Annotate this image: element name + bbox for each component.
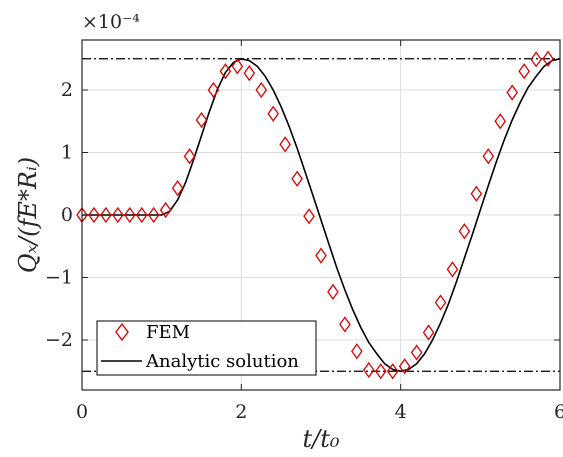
fem-point bbox=[339, 316, 351, 333]
fem-point bbox=[327, 283, 339, 300]
fem-point bbox=[255, 81, 268, 99]
fem-point bbox=[542, 50, 554, 67]
x-tick-label: 4 bbox=[395, 401, 407, 423]
fem-point bbox=[207, 81, 220, 99]
x-axis-label: t/t₀ bbox=[303, 425, 340, 453]
fem-point bbox=[470, 185, 483, 202]
axis-ticks bbox=[81, 40, 561, 390]
fem-point bbox=[482, 148, 495, 165]
fem-point bbox=[374, 363, 387, 380]
analytic-line bbox=[82, 57, 561, 373]
fem-point bbox=[171, 180, 184, 197]
fem-point bbox=[446, 261, 459, 278]
fem-point bbox=[124, 206, 136, 224]
reference-lines bbox=[82, 58, 560, 372]
fem-point bbox=[183, 148, 196, 165]
fem-point bbox=[422, 324, 435, 341]
fem-point bbox=[159, 201, 172, 219]
fem-point bbox=[315, 247, 327, 264]
legend-box bbox=[96, 320, 317, 376]
y-tick-label: −1 bbox=[45, 267, 73, 289]
y-tick-label: 0 bbox=[61, 204, 73, 226]
x-tick-label: 0 bbox=[76, 401, 88, 423]
x-tick-label: 6 bbox=[554, 401, 563, 423]
y-tick-label: 1 bbox=[61, 142, 73, 164]
fem-point bbox=[506, 84, 518, 101]
fem-point bbox=[219, 63, 232, 80]
y-axis-label: Qₓ/(fE*Rᵢ) bbox=[14, 157, 42, 273]
fem-point bbox=[112, 206, 124, 224]
fem-point bbox=[147, 206, 160, 224]
fem-point bbox=[279, 136, 291, 153]
fem-point bbox=[363, 361, 375, 379]
fem-point bbox=[88, 206, 100, 224]
fem-series bbox=[76, 50, 554, 380]
fem-point bbox=[494, 113, 507, 130]
fem-point bbox=[100, 206, 112, 224]
legend-label-fem: FEM bbox=[146, 322, 190, 343]
fem-point bbox=[303, 208, 315, 225]
fem-point bbox=[291, 170, 303, 187]
y-tick-label: −2 bbox=[45, 329, 73, 351]
fem-point bbox=[135, 206, 148, 224]
fem-point bbox=[231, 58, 244, 75]
y-tick-label: 2 bbox=[61, 79, 73, 101]
fem-point bbox=[518, 63, 530, 80]
fem-point bbox=[195, 111, 208, 129]
legend-diamond-icon bbox=[115, 322, 129, 342]
x-tick-label: 2 bbox=[235, 401, 247, 423]
fem-point bbox=[267, 105, 279, 122]
fem-point bbox=[458, 223, 471, 240]
fem-point bbox=[386, 363, 399, 380]
tick-labels: 0 2 4 6 −2 −1 0 1 2 bbox=[45, 79, 563, 423]
fem-point bbox=[410, 344, 423, 361]
fem-point bbox=[434, 294, 447, 311]
legend-label-analytic: Analytic solution bbox=[145, 351, 299, 372]
fem-point bbox=[398, 358, 411, 375]
legend: FEM Analytic solution bbox=[96, 320, 317, 376]
fem-point bbox=[243, 65, 256, 82]
fem-point bbox=[530, 51, 542, 68]
analytic-series bbox=[82, 57, 561, 373]
y-exponent-label: ×10⁻⁴ bbox=[82, 11, 140, 33]
fem-point bbox=[351, 343, 363, 360]
